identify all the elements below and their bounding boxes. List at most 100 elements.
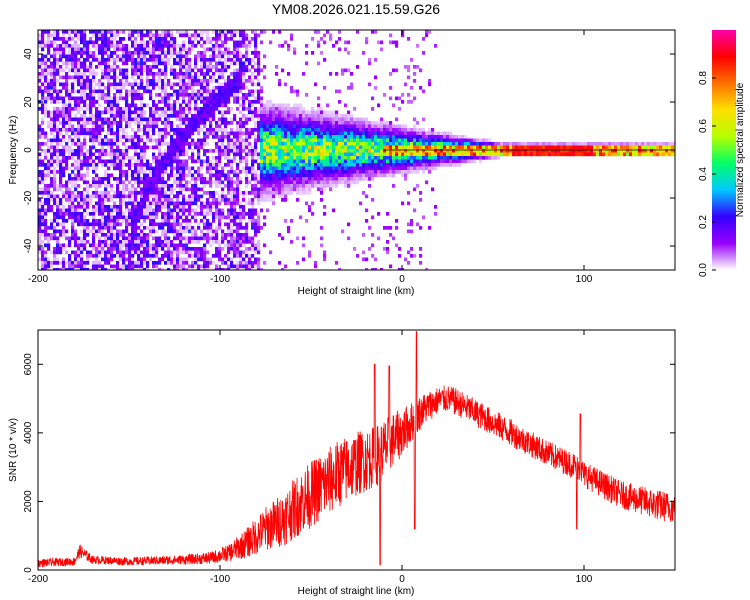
heatmap-cell	[329, 159, 333, 164]
heatmap-cell	[128, 159, 132, 164]
heatmap-cell	[284, 170, 288, 174]
heatmap-cell	[125, 152, 129, 157]
heatmap-cell	[140, 37, 144, 41]
heatmap-cell	[143, 131, 147, 136]
heatmap-cell	[278, 142, 282, 146]
heatmap-cell	[290, 166, 294, 171]
heatmap-cell	[272, 152, 276, 157]
heatmap-cell	[239, 261, 243, 265]
heatmap-cell	[173, 82, 177, 87]
heatmap-cell	[332, 208, 336, 213]
heatmap-cell	[275, 149, 279, 153]
heatmap-cell	[179, 149, 183, 153]
heatmap-cell	[185, 187, 189, 192]
heatmap-cell	[227, 51, 231, 55]
heatmap-cell	[50, 236, 54, 241]
heatmap-cell	[227, 100, 231, 104]
heatmap-cell	[317, 184, 321, 188]
heatmap-cell	[254, 128, 258, 132]
heatmap-cell	[257, 114, 261, 118]
heatmap-cell	[74, 219, 78, 223]
heatmap-cell	[65, 194, 69, 199]
heatmap-cell	[197, 194, 201, 199]
heatmap-cell	[224, 184, 228, 188]
heatmap-cell	[383, 152, 387, 157]
heatmap-cell	[116, 138, 120, 143]
heatmap-cell	[245, 131, 249, 136]
heatmap-cell	[203, 40, 207, 45]
heatmap-cell	[140, 65, 144, 69]
heatmap-cell	[191, 173, 195, 178]
heatmap-cell	[179, 145, 183, 150]
heatmap-cell	[227, 156, 231, 160]
heatmap-cell	[317, 128, 321, 132]
heatmap-cell	[182, 205, 186, 209]
heatmap-cell	[104, 257, 108, 262]
heatmap-cell	[224, 163, 228, 167]
heatmap-cell	[143, 156, 147, 160]
heatmap-cell	[167, 247, 171, 251]
heatmap-cell	[317, 40, 321, 45]
heatmap-cell	[71, 212, 75, 216]
heatmap-cell	[185, 128, 189, 132]
heatmap-cell	[350, 124, 354, 129]
heatmap-cell	[260, 86, 264, 90]
heatmap-cell	[203, 86, 207, 90]
heatmap-cell	[41, 61, 45, 66]
heatmap-cell	[101, 37, 105, 41]
heatmap-cell	[326, 121, 330, 125]
heatmap-cell	[134, 82, 138, 87]
heatmap-cell	[206, 68, 210, 73]
heatmap-cell	[158, 51, 162, 55]
heatmap-cell	[239, 138, 243, 143]
heatmap-cell	[158, 128, 162, 132]
heatmap-cell	[77, 152, 81, 157]
heatmap-cell	[143, 128, 147, 132]
heatmap-cell	[65, 58, 69, 62]
heatmap-cell	[134, 58, 138, 62]
heatmap-cell	[149, 58, 153, 62]
heatmap-cell	[191, 142, 195, 146]
heatmap-cell	[197, 142, 201, 146]
heatmap-cell	[56, 219, 60, 223]
heatmap-cell	[200, 100, 204, 104]
heatmap-cell	[230, 194, 234, 199]
heatmap-cell	[110, 226, 114, 230]
heatmap-cell	[176, 191, 180, 195]
heatmap-cell	[179, 152, 183, 157]
heatmap-cell	[110, 229, 114, 234]
heatmap-cell	[53, 110, 57, 115]
heatmap-cell	[44, 54, 48, 59]
heatmap-cell	[65, 159, 69, 164]
heatmap-cell	[230, 166, 234, 171]
heatmap-cell	[116, 152, 120, 157]
heatmap-cell	[164, 30, 168, 34]
heatmap-cell	[233, 142, 237, 146]
heatmap-cell	[122, 61, 126, 66]
heatmap-cell	[389, 135, 393, 139]
heatmap-cell	[236, 107, 240, 111]
heatmap-cell	[128, 247, 132, 251]
heatmap-cell	[209, 226, 213, 230]
heatmap-cell	[290, 131, 294, 136]
heatmap-cell	[248, 236, 252, 241]
heatmap-cell	[77, 222, 81, 227]
heatmap-cell	[242, 61, 246, 66]
heatmap-cell	[188, 250, 192, 255]
heatmap-cell	[104, 198, 108, 202]
heatmap-cell	[224, 89, 228, 94]
heatmap-cell	[278, 163, 282, 167]
heatmap-cell	[71, 261, 75, 265]
heatmap-cell	[317, 180, 321, 185]
heatmap-cell	[86, 54, 90, 59]
heatmap-cell	[182, 89, 186, 94]
heatmap-cell	[128, 124, 132, 129]
heatmap-cell	[332, 128, 336, 132]
heatmap-cell	[203, 233, 207, 237]
heatmap-cell	[155, 243, 159, 248]
heatmap-cell	[287, 47, 291, 52]
heatmap-cell	[146, 128, 150, 132]
heatmap-cell	[215, 198, 219, 202]
heatmap-cell	[119, 54, 123, 59]
heatmap-cell	[335, 170, 339, 174]
